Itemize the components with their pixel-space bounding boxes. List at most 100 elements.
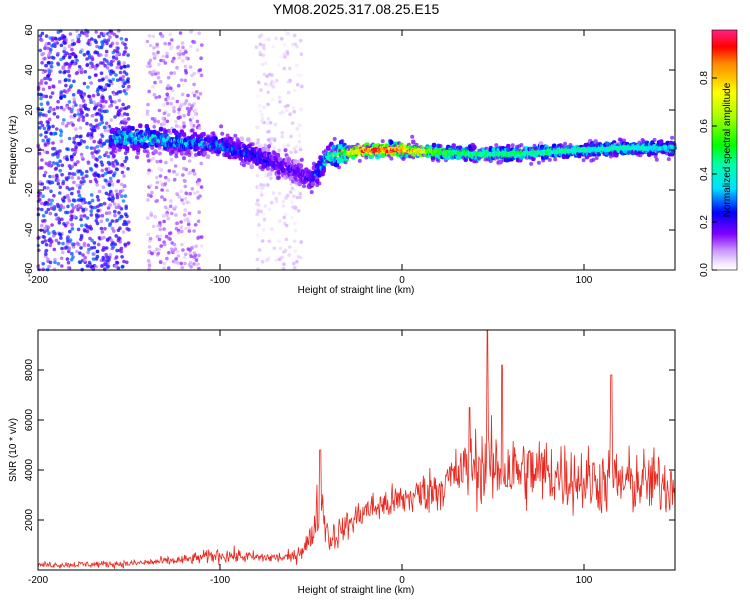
spectrogram-cell (104, 211, 109, 215)
spectrogram-cell (80, 172, 84, 176)
spectrogram-cell (153, 80, 157, 85)
spectrogram-cell (259, 88, 263, 92)
spectrogram-cell (45, 138, 50, 143)
spectrogram-cell (61, 66, 65, 71)
spectrogram-cell (286, 90, 291, 95)
spectrogram-cell (62, 49, 66, 54)
spectrogram-cell (152, 46, 156, 50)
spectrogram-cell (321, 168, 326, 173)
spectrogram-cell (79, 233, 84, 238)
spectrogram-cell (268, 121, 273, 125)
spectrogram-cell (186, 219, 191, 224)
spectrogram-cell (101, 185, 106, 189)
spectrogram-cell (190, 104, 194, 108)
spectrogram-cell (200, 43, 204, 47)
spectrogram-cell (117, 211, 121, 215)
spectrogram-cell (73, 162, 78, 167)
spectrogram-cell (105, 41, 109, 46)
spectrogram-cell (227, 154, 232, 160)
spectrogram-cell (39, 133, 43, 137)
spectrogram-cell (289, 134, 293, 139)
spectrogram-cell (174, 213, 178, 217)
spectrogram-cell (258, 50, 262, 55)
spectrogram-cell (262, 105, 266, 110)
spectrogram-cell (581, 158, 586, 163)
spectrogram-cell (286, 157, 291, 162)
spectrogram-cell (262, 218, 267, 222)
spectrogram-cell (58, 185, 63, 189)
spectrogram-cell (172, 71, 177, 75)
spectrogram-cell (100, 115, 104, 120)
spectrogram-cell (38, 191, 43, 195)
spectrogram-cell (180, 198, 184, 202)
spectrogram-cell (114, 263, 119, 268)
spectrogram-cell (182, 156, 186, 161)
spectrogram-cell (193, 223, 198, 227)
spectrogram-cell (63, 62, 67, 67)
spectrogram-cell (57, 241, 61, 245)
spectrogram-cell (50, 55, 55, 60)
spectrogram-cell (258, 42, 263, 47)
spectrogram-cell (89, 146, 94, 150)
spectrogram-cell (101, 61, 105, 65)
spectrogram-cell (157, 237, 162, 242)
spectrogram-cell (277, 191, 282, 196)
spectrogram-cell (93, 149, 98, 154)
spectrogram-cell (179, 229, 184, 234)
spectrogram-cell (38, 34, 43, 38)
spectrogram-cell (261, 212, 265, 216)
spectrogram-cell (121, 102, 125, 107)
spectrogram-cell (287, 253, 291, 257)
spectrogram-cell (65, 157, 69, 161)
spectrogram-cell (176, 254, 181, 258)
spectrogram-cell (41, 262, 45, 266)
spectrogram-cell (438, 144, 443, 148)
spectrogram-cell (85, 113, 89, 117)
spectrogram-cell (82, 31, 87, 36)
spectrogram-cell (68, 229, 72, 234)
spectrogram-cell (135, 155, 139, 160)
spectrogram-cell (93, 66, 98, 71)
spectrogram-cell (233, 133, 238, 138)
spectrogram-cell (70, 203, 74, 207)
spectrogram-cell (271, 191, 276, 195)
spectrogram-cell (666, 157, 671, 162)
spectrogram-cell (51, 161, 56, 165)
spectrogram-cell (126, 167, 130, 171)
spectrogram-cell (59, 236, 63, 240)
x-tick-label: 100 (576, 575, 593, 586)
spectrogram-cell (48, 95, 53, 99)
spectrogram-cell (260, 239, 265, 243)
spectrogram-cell (183, 226, 188, 231)
spectrogram-cell (75, 249, 79, 254)
spectrogram-cell (94, 73, 98, 77)
spectrogram-cell (181, 173, 185, 177)
spectrogram-cell (175, 172, 179, 177)
spectrogram-cell (73, 113, 77, 117)
spectrogram-cell (162, 213, 167, 217)
spectrogram-cell (182, 113, 186, 118)
spectrogram-cell (285, 193, 290, 198)
spectrogram-cell (89, 246, 94, 250)
spectrogram-cell (76, 176, 81, 180)
spectrogram-cell (38, 48, 43, 53)
spectrogram-cell (165, 256, 169, 261)
spectrogram-cell (289, 182, 293, 186)
spectrogram-cell (59, 130, 64, 134)
spectrogram-cell (654, 157, 659, 162)
spectrogram-cell (40, 166, 44, 170)
spectrogram-cell (219, 124, 224, 129)
spectrogram-cell (111, 141, 115, 146)
spectrogram-cell (146, 250, 151, 255)
spectrogram-cell (79, 180, 83, 184)
spectrogram-cell (40, 240, 45, 245)
spectrogram-cell (150, 117, 155, 121)
spectrogram-cell (239, 136, 244, 142)
spectrogram-cell (310, 181, 315, 187)
spectrogram-cell (164, 175, 168, 180)
spectrogram-cell (79, 246, 83, 250)
spectrogram-cell (160, 182, 165, 187)
spectrogram-cell (85, 145, 89, 150)
spectrogram-cell (299, 157, 304, 162)
spectrogram-cell (197, 210, 201, 214)
